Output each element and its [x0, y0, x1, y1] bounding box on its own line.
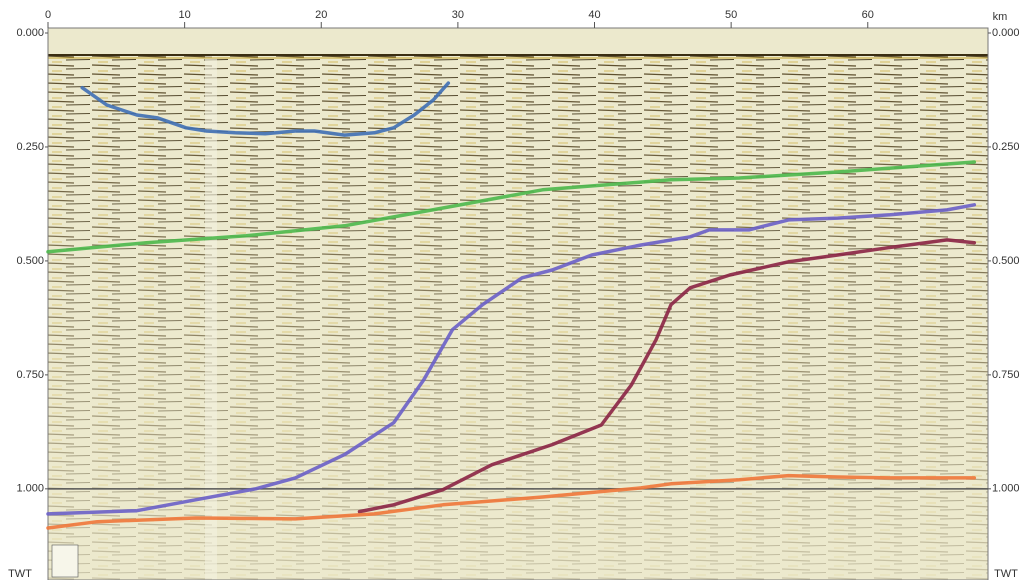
y-tick-label: 0.250 [992, 141, 1020, 153]
y-tick-label: 0.750 [16, 369, 44, 381]
x-tick-label: 50 [725, 9, 737, 21]
x-tick-label: 60 [862, 9, 874, 21]
y-tick-label: 0.000 [16, 27, 44, 39]
x-tick-label: 40 [588, 9, 600, 21]
y-tick-label: 0.750 [992, 369, 1020, 381]
x-axis-label: km [993, 11, 1008, 23]
trace-gap [205, 55, 217, 580]
y-axis-label: TWT [994, 568, 1018, 580]
x-tick-label: 0 [45, 9, 51, 21]
info-box [52, 545, 78, 577]
y-tick-label: 0.000 [992, 27, 1020, 39]
y-axis-label: TWT [8, 568, 32, 580]
x-tick-label: 20 [315, 9, 327, 21]
y-tick-label: 0.500 [992, 255, 1020, 267]
x-tick-label: 10 [179, 9, 191, 21]
y-tick-label: 1.000 [992, 483, 1020, 495]
seismic-chart: km TWT TWT 0 10 20 30 40 50 60 0.000 0.000 0.250 0… [0, 0, 1024, 580]
y-tick-label: 0.250 [16, 141, 44, 153]
x-tick-label: 30 [452, 9, 464, 21]
y-tick-label: 1.000 [16, 483, 44, 495]
y-tick-label: 0.500 [16, 255, 44, 267]
